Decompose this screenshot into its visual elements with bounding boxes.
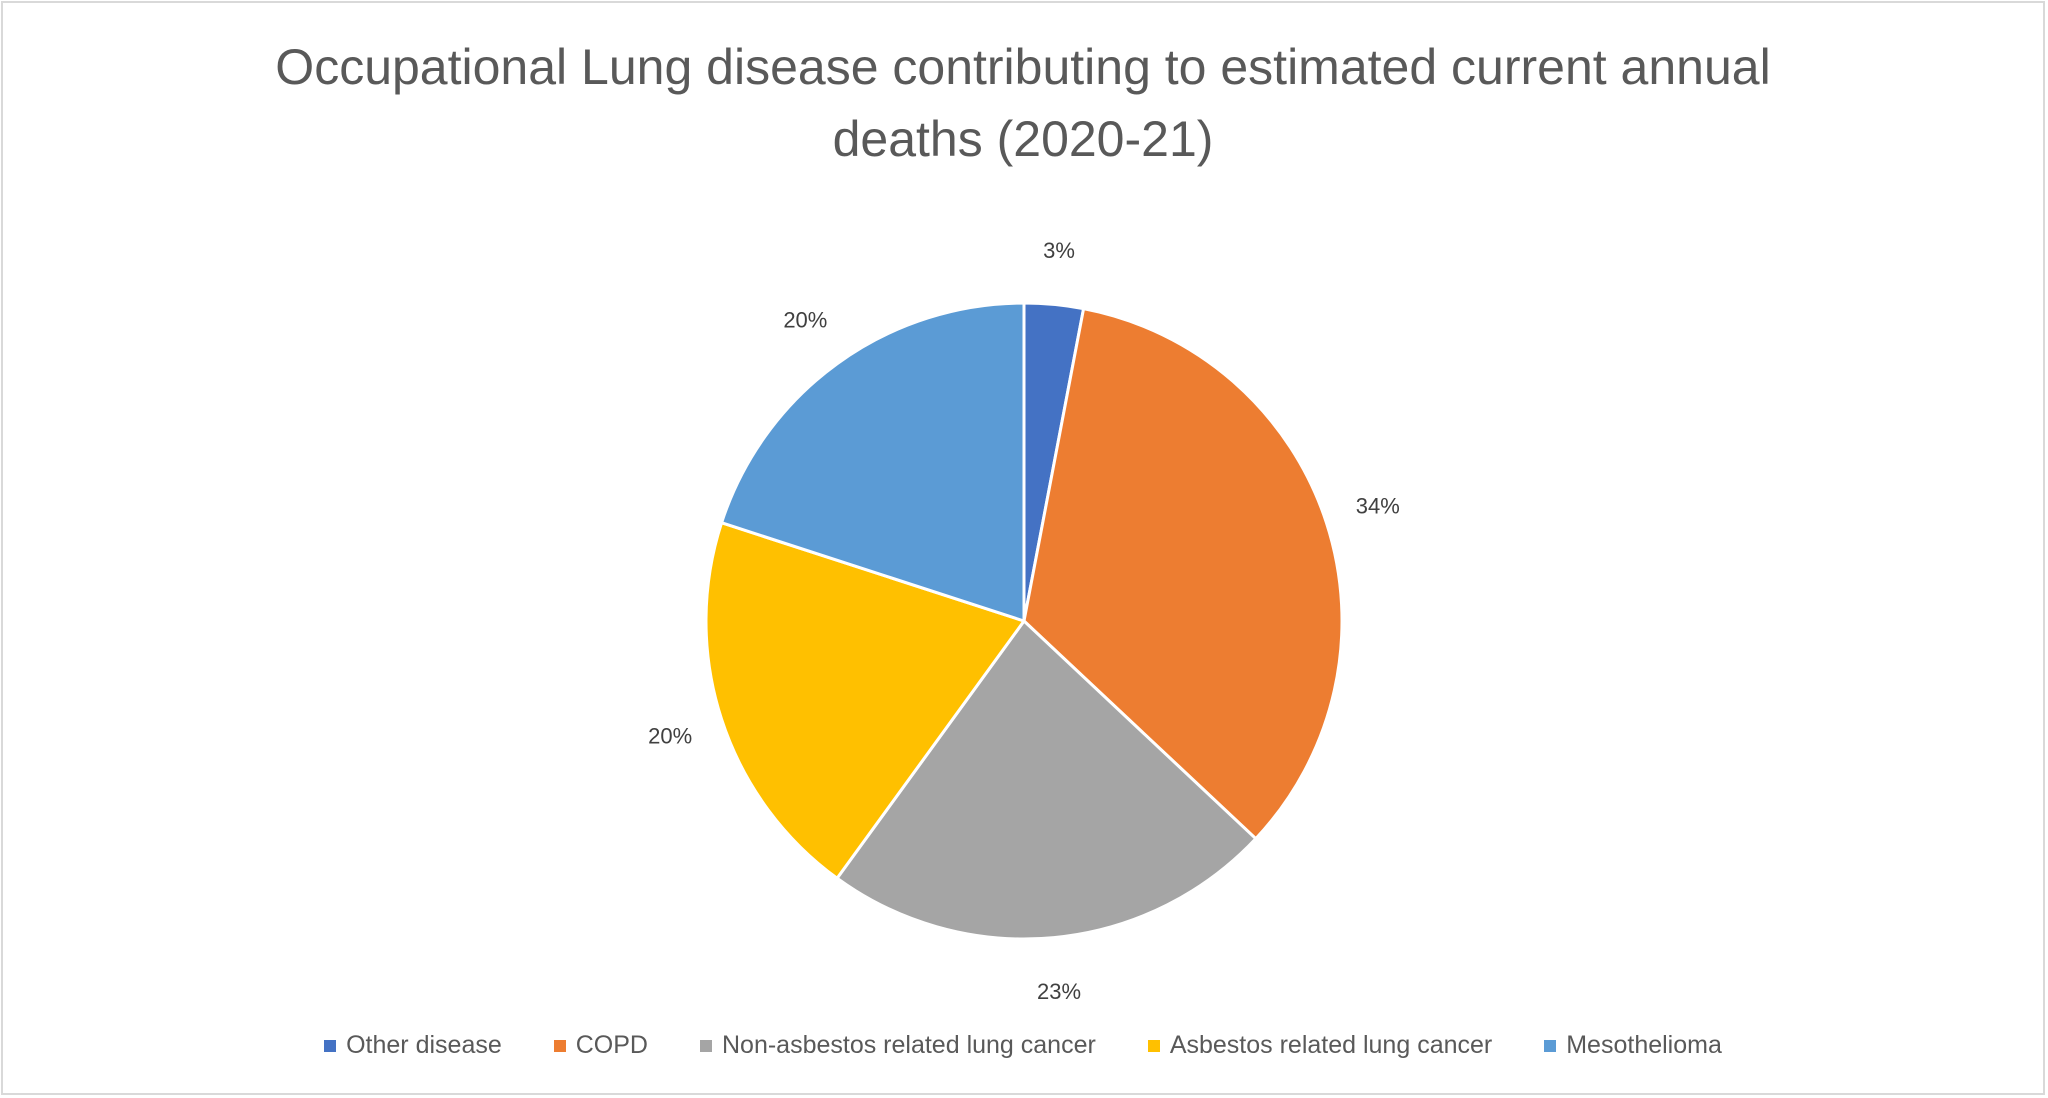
data-label-asbestos-related-lung-cancer: 20% [648,723,692,748]
legend-label: COPD [575,1031,648,1059]
legend-swatch [324,1039,337,1052]
pie-chart: 3% 34% 23% 20% 20% [648,238,1400,1004]
pie-slice-non-asbestos-related-lung-cancer [835,619,1258,941]
chart-title-line-1: Occupational Lung disease contributing t… [275,39,1771,95]
data-label-copd: 34% [1356,494,1400,519]
legend-item-mesothelioma: Mesothelioma [1544,1031,1722,1060]
legend-item-other-disease: Other disease [324,1031,502,1060]
legend-label: Asbestos related lung cancer [1169,1031,1493,1059]
legend-label: Mesothelioma [1566,1031,1722,1059]
pie-slice-copd [1022,307,1344,841]
data-label-non-asbestos-related-lung-cancer: 23% [1037,979,1081,1004]
legend-label: Other disease [346,1031,502,1059]
chart-title: Occupational Lung disease contributing t… [3,31,2043,175]
data-label-other-disease: 3% [1043,238,1075,263]
legend-item-copd: COPD [553,1031,648,1060]
legend-swatch [699,1039,712,1052]
data-label-mesothelioma: 20% [783,308,827,333]
pie-slice-mesothelioma [720,301,1026,623]
legend-swatch [553,1039,566,1052]
pie-data-labels: 3% 34% 23% 20% 20% [648,238,1400,1004]
legend-label: Non-asbestos related lung cancer [721,1031,1096,1059]
chart-title-line-2: deaths (2020-21) [832,111,1214,167]
legend-item-asbestos-related-lung-cancer: Asbestos related lung cancer [1147,1031,1493,1060]
chart-legend: Other disease COPD Non-asbestos related lu… [3,1031,2043,1060]
legend-swatch [1147,1039,1160,1052]
legend-item-non-asbestos-related-lung-cancer: Non-asbestos related lung cancer [699,1031,1096,1060]
pie-slices [704,301,1344,941]
legend-swatch [1544,1039,1557,1052]
pie-slice-asbestos-related-lung-cancer [704,521,1026,880]
